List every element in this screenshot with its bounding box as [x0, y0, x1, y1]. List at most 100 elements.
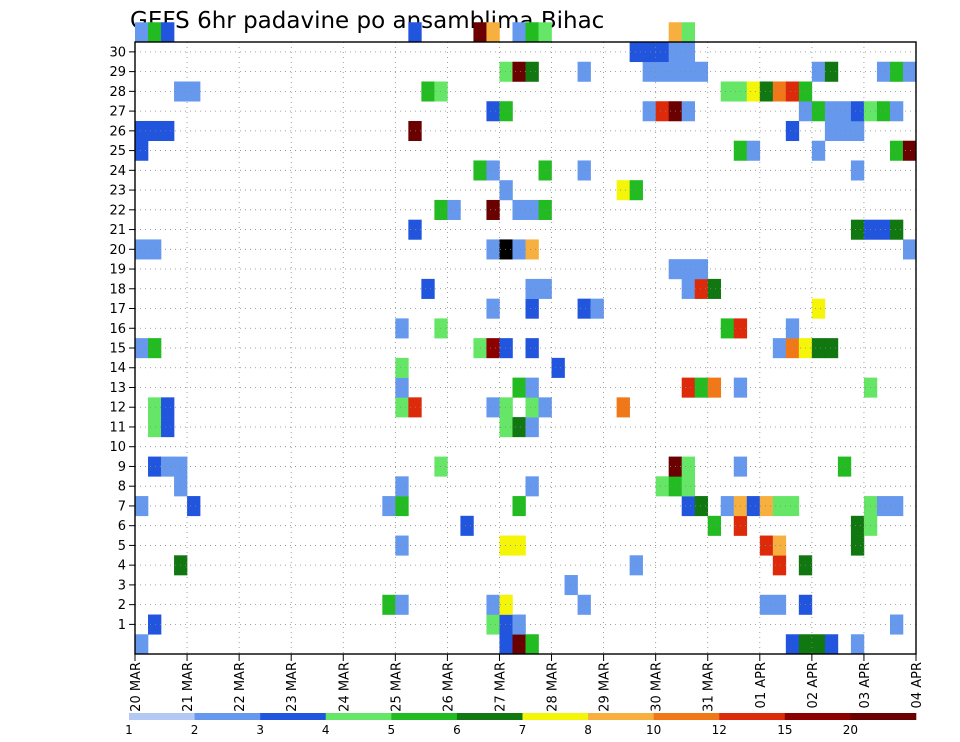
heatmap-cell	[148, 397, 162, 418]
heatmap-cell	[486, 594, 500, 615]
y-tick-label: 17	[109, 302, 126, 317]
heatmap-cell	[486, 614, 500, 635]
heatmap-cell	[655, 476, 669, 497]
heatmap-cell	[551, 357, 565, 378]
heatmap-cell	[824, 634, 839, 655]
heatmap-cell	[720, 496, 735, 517]
heatmap-cell	[629, 555, 643, 576]
heatmap-cell	[499, 101, 513, 122]
heatmap-cell	[486, 101, 500, 122]
heatmap-cells	[135, 22, 917, 655]
heatmap-cell	[889, 614, 904, 635]
heatmap-cell	[486, 22, 500, 43]
colorbar-swatch	[260, 713, 327, 720]
heatmap-cell	[720, 318, 735, 339]
heatmap-cell	[772, 535, 787, 556]
colorbar-swatch	[325, 713, 392, 720]
heatmap-cell	[785, 120, 800, 142]
heatmap-cell	[694, 61, 709, 82]
heatmap-cell	[525, 377, 539, 398]
x-tick-label: 29 MAR	[598, 662, 613, 712]
y-tick-label: 6	[118, 519, 126, 534]
y-tick-label: 25	[109, 144, 126, 159]
heatmap-cell	[668, 22, 682, 43]
heatmap-cell	[785, 634, 800, 655]
y-tick-label: 4	[118, 559, 126, 574]
heatmap-cell	[889, 219, 904, 240]
y-tick-label: 24	[109, 164, 126, 179]
heatmap-cell	[395, 397, 409, 418]
heatmap-cell	[148, 417, 162, 438]
heatmap-cell	[681, 496, 696, 517]
heatmap-cell	[577, 298, 591, 319]
y-tick-label: 28	[109, 85, 126, 100]
x-tick-label: 02 APR	[806, 662, 821, 708]
heatmap-cell	[135, 634, 149, 655]
heatmap-cell	[889, 101, 904, 122]
colorbar-label: 12	[712, 723, 727, 737]
heatmap-cell	[499, 61, 513, 82]
colorbar-swatch	[522, 713, 589, 720]
colorbar-label: 1	[125, 723, 133, 737]
x-tick-label: 24 MAR	[337, 662, 352, 712]
x-tick-label: 03 APR	[858, 662, 873, 708]
heatmap-cell	[486, 298, 500, 319]
heatmap-cell	[746, 496, 761, 517]
heatmap-cell	[395, 357, 409, 378]
colorbar-label: 8	[584, 723, 592, 737]
heatmap-cell	[785, 318, 800, 339]
colorbar-swatch	[784, 713, 851, 720]
colorbar-swatch	[456, 713, 523, 720]
colorbar-label: 7	[519, 723, 527, 737]
heatmap-cell	[824, 120, 839, 142]
y-tick-label: 2	[118, 598, 126, 613]
heatmap-cell	[525, 298, 539, 319]
colorbar-label: 6	[453, 723, 461, 737]
y-tick-label: 23	[109, 184, 126, 199]
heatmap-cell	[681, 377, 696, 398]
heatmap-cell	[148, 22, 162, 43]
heatmap-cell	[434, 318, 448, 339]
heatmap-cell	[486, 397, 500, 418]
heatmap-cell	[759, 535, 774, 556]
y-tick-label: 30	[109, 45, 126, 60]
colorbar-label: 15	[777, 723, 792, 737]
colorbar-swatch	[719, 713, 786, 720]
heatmap-cell	[824, 338, 839, 359]
y-tick-label: 19	[109, 263, 126, 278]
heatmap-cell	[642, 61, 656, 82]
heatmap-cell	[655, 101, 669, 122]
heatmap-cell	[135, 338, 149, 359]
colorbar-swatch	[850, 713, 917, 720]
heatmap-cell	[486, 239, 500, 260]
heatmap-cell	[135, 22, 149, 43]
heatmap-cell	[642, 42, 656, 63]
heatmap-cell	[382, 496, 396, 517]
heatmap-cell	[772, 496, 787, 517]
heatmap-cell	[772, 338, 787, 359]
heatmap-cell	[447, 199, 461, 220]
y-tick-label: 16	[109, 322, 126, 337]
heatmap-cell	[525, 61, 539, 82]
heatmap-cell	[525, 476, 539, 497]
y-tick-label: 3	[118, 578, 126, 593]
heatmap-cell	[512, 417, 526, 438]
heatmap-cell	[889, 496, 904, 517]
heatmap-cell	[707, 515, 722, 536]
heatmap-cell	[850, 219, 865, 240]
heatmap-cell	[642, 101, 656, 122]
heatmap-cell	[759, 81, 774, 102]
heatmap-cell	[512, 535, 526, 556]
heatmap-cell	[499, 634, 513, 655]
heatmap-cell	[512, 496, 526, 517]
heatmap-cell	[837, 456, 852, 477]
heatmap-cell	[161, 456, 175, 477]
heatmap-cell	[876, 219, 891, 240]
heatmap-cell	[850, 160, 865, 181]
heatmap-cell	[161, 120, 175, 142]
x-tick-label: 27 MAR	[493, 662, 508, 712]
heatmap-cell	[382, 594, 396, 615]
heatmap-cell	[876, 61, 891, 82]
heatmap-cell	[629, 42, 643, 63]
y-tick-label: 27	[109, 105, 126, 120]
